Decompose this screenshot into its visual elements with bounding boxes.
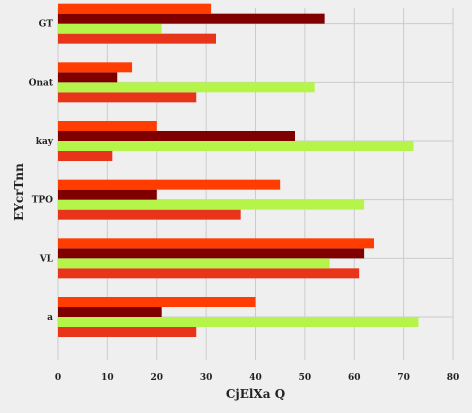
bar-kay-series-4 [58,121,157,131]
bar-kay-series-3 [58,131,295,141]
bar-TPO-series-3 [58,189,157,200]
bar-VL-series-2 [58,258,330,269]
bar-a-series-3 [58,307,162,317]
y-tick-label: VL [39,254,54,264]
y-axis-label: EYcrTnn [12,163,26,221]
x-tick-label: 30 [200,373,213,383]
bar-GT-series-4 [58,3,212,14]
bar-a-series-4 [58,297,256,307]
y-tick-label: a [47,313,53,323]
bar-Onat-series-1 [58,92,197,103]
y-tick-label: Onat [29,78,54,88]
x-tick-label: 40 [249,373,262,383]
bar-GT-series-3 [58,13,325,24]
bar-a-series-2 [58,317,419,327]
x-tick-label: 60 [348,373,361,383]
y-tick-label: TPO [32,196,53,206]
bar-TPO-series-4 [58,179,281,190]
x-tick-label: 80 [447,373,460,383]
x-tick-label: 10 [101,373,114,383]
bar-kay-series-1 [58,151,113,161]
bar-VL-series-3 [58,248,365,259]
bar-Onat-series-3 [58,72,118,83]
bar-GT-series-1 [58,33,216,44]
bar-TPO-series-2 [58,199,365,210]
y-tick-label: GT [39,20,54,30]
bars [58,3,419,337]
bar-GT-series-2 [58,23,162,34]
x-axis-ticks: 0 10 20 30 40 50 60 70 80 [55,373,459,383]
bar-kay-series-2 [58,141,414,151]
x-tick-label: 0 [55,373,61,383]
y-axis-ticks: a VL TPO kay Onat GT [29,20,54,323]
y-tick-label: kay [36,137,54,147]
x-axis-label: CjElXa Q [226,387,285,401]
bar-VL-series-4 [58,238,374,249]
x-tick-label: 50 [299,373,312,383]
bar-Onat-series-4 [58,62,133,73]
bar-VL-series-1 [58,268,360,279]
bar-TPO-series-1 [58,209,241,220]
x-tick-label: 70 [397,373,410,383]
bar-a-series-1 [58,327,197,337]
bar-Onat-series-2 [58,82,315,93]
x-tick-label: 20 [150,373,163,383]
